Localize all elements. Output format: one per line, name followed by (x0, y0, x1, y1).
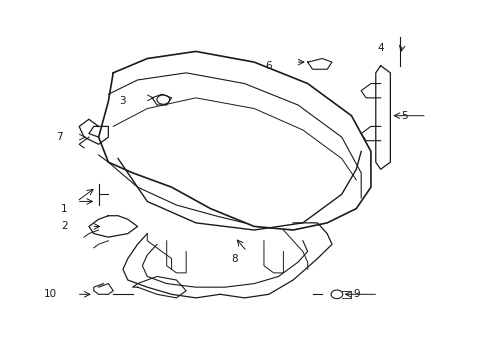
Text: 5: 5 (401, 111, 407, 121)
Text: 6: 6 (265, 61, 271, 71)
Text: 10: 10 (43, 289, 57, 299)
Text: 9: 9 (352, 289, 359, 299)
Text: 2: 2 (61, 221, 68, 231)
Text: 7: 7 (56, 132, 63, 142)
Text: 4: 4 (377, 43, 383, 53)
Text: 3: 3 (120, 96, 126, 107)
Text: 1: 1 (61, 203, 68, 213)
Text: 8: 8 (231, 253, 238, 264)
